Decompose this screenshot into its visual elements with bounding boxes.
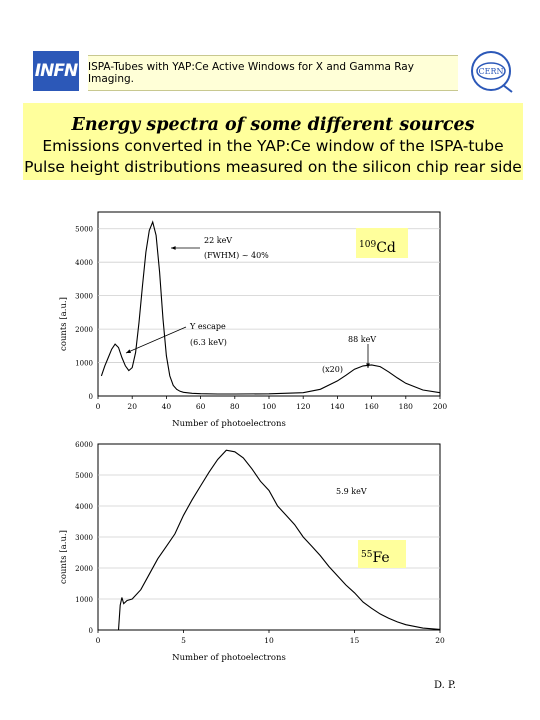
- chart1-x-tick-label: 140: [330, 402, 345, 411]
- chart2-source-label-element: Fe: [372, 550, 389, 566]
- chart1-x-tick-label: 120: [296, 402, 311, 411]
- chart1-x-tick-label: 0: [96, 402, 101, 411]
- chart1-x-tick-label: 200: [433, 402, 448, 411]
- slide-title: Energy spectra of some different sources: [71, 115, 475, 135]
- chart1-annotation-arrowhead-2: [366, 363, 370, 368]
- chart2-x-axis-label: Number of photoelectrons: [172, 653, 286, 663]
- chart2-x-tick-label: 10: [264, 636, 274, 645]
- infn-logo-text: INFN: [34, 61, 78, 81]
- chart2-x-tick-label: 5: [181, 636, 186, 645]
- infn-logo: INFN: [33, 51, 79, 91]
- chart2-y-axis-label: counts [a.u.]: [59, 530, 69, 584]
- chart2-y-tick-label: 2000: [75, 565, 93, 573]
- cern-logo: CERN: [471, 51, 513, 93]
- header-banner: ISPA-Tubes with YAP:Ce Active Windows fo…: [88, 55, 458, 91]
- chart1-y-tick-label: 4000: [75, 259, 93, 267]
- chart1-annotation: (6.3 keV): [190, 338, 227, 347]
- chart2-series-line-0: [117, 449, 441, 631]
- chart2-source-label-box: [358, 540, 406, 568]
- chart1-x-tick-label: 60: [196, 402, 206, 411]
- title-box: Energy spectra of some different sources…: [23, 103, 523, 180]
- chart2-source-label: 55Fe: [361, 550, 390, 566]
- chart1-annotation-arrowhead-0: [171, 246, 176, 250]
- chart2-y-tick-label: 5000: [75, 472, 93, 480]
- chart1-y-tick-label: 1000: [75, 360, 93, 368]
- cern-logo-outer-ring: [471, 51, 511, 91]
- chart1-x-axis-label: Number of photoelectrons: [172, 419, 286, 429]
- chart1-annotation: 88 keV: [348, 335, 376, 344]
- chart1-y-tick-label: 5000: [75, 226, 93, 234]
- chart1-x-tick-label: 40: [162, 402, 172, 411]
- chart2-x-tick-label: 0: [96, 636, 101, 645]
- slide-subtitle-2: Pulse height distributions measured on t…: [24, 158, 522, 176]
- chart1-y-axis-label: counts [a.u.]: [59, 297, 69, 351]
- chart2-annotation: 5.9 keV: [336, 487, 367, 496]
- chart2-y-tick-label: 4000: [75, 503, 93, 511]
- footer-initials: D. P.: [434, 680, 456, 691]
- chart1-annotation: Y escape: [189, 322, 226, 331]
- chart1-series-line-0: [100, 220, 441, 395]
- chart2-y-tick-label: 3000: [75, 534, 93, 542]
- chart2-x-tick-label: 15: [350, 636, 360, 645]
- chart1-source-label: 109Cd: [359, 240, 396, 256]
- chart1-source-label-mass-number: 109: [359, 240, 376, 250]
- chart1-x-tick-label: 160: [364, 402, 379, 411]
- chart1-x-tick-label: 100: [262, 402, 277, 411]
- chart1-y-tick-label: 3000: [75, 293, 93, 301]
- chart2-source-label-mass-number: 55: [361, 550, 373, 560]
- chart1-annotation: 22 keV: [204, 236, 232, 245]
- chart2-x-tick-label: 20: [435, 636, 445, 645]
- slide-subtitle-1: Emissions converted in the YAP:Ce window…: [42, 137, 504, 155]
- chart1-x-tick-label: 180: [399, 402, 414, 411]
- chart1-x-tick-label: 20: [127, 402, 137, 411]
- chart1-y-tick-label: 0: [89, 393, 93, 401]
- cern-logo-tail: [502, 84, 513, 93]
- chart1-y-tick-label: 2000: [75, 326, 93, 334]
- chart2-y-tick-label: 1000: [75, 596, 93, 604]
- cern-logo-ellipse: [476, 62, 506, 80]
- chart1-source-label-box: [356, 228, 408, 258]
- chart1-x-tick-label: 80: [230, 402, 240, 411]
- chart1-annotation-arrowhead-1: [126, 349, 131, 353]
- chart1-annotation-arrow-1: [125, 326, 187, 354]
- chart2-y-tick-label: 0: [89, 627, 93, 635]
- header-banner-text: ISPA-Tubes with YAP:Ce Active Windows fo…: [88, 61, 414, 85]
- chart2-y-tick-label: 6000: [75, 441, 93, 449]
- chart1-source-label-element: Cd: [376, 240, 396, 256]
- chart1-annotation: (FWHM) ~ 40%: [204, 251, 269, 260]
- chart1-annotation: (x20): [322, 365, 343, 374]
- cern-logo-text: CERN: [479, 67, 504, 76]
